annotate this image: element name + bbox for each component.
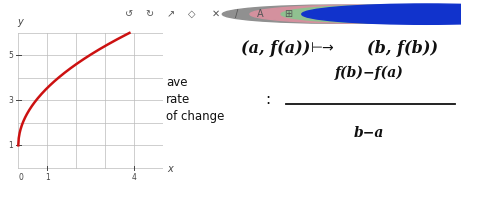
Text: b−a: b−a <box>354 126 384 140</box>
Circle shape <box>250 5 471 23</box>
Text: 0: 0 <box>19 174 24 182</box>
Text: y: y <box>18 17 24 27</box>
Text: 5: 5 <box>9 51 13 60</box>
Text: ✕: ✕ <box>211 9 219 19</box>
Text: /: / <box>235 9 238 19</box>
Text: ◇: ◇ <box>188 9 195 19</box>
Text: 4: 4 <box>132 174 137 182</box>
Text: (b, f(b)): (b, f(b)) <box>367 40 438 57</box>
Circle shape <box>281 5 480 23</box>
Text: A: A <box>257 9 264 19</box>
Text: ↗: ↗ <box>167 9 175 19</box>
Circle shape <box>222 5 444 23</box>
Text: f(b)−f(a): f(b)−f(a) <box>335 66 404 80</box>
Text: 1: 1 <box>45 174 49 182</box>
Text: 1: 1 <box>9 141 13 150</box>
Text: ↻: ↻ <box>146 9 154 19</box>
Text: x: x <box>168 164 173 174</box>
Text: ↺: ↺ <box>125 9 133 19</box>
Text: 3: 3 <box>9 96 13 105</box>
Circle shape <box>302 4 480 24</box>
Text: :: : <box>265 92 270 107</box>
Text: ave
rate
of change: ave rate of change <box>166 76 225 123</box>
Text: (a, f(a)): (a, f(a)) <box>241 40 311 57</box>
Text: ⊢→: ⊢→ <box>311 41 335 55</box>
Text: ⊞: ⊞ <box>284 9 292 19</box>
